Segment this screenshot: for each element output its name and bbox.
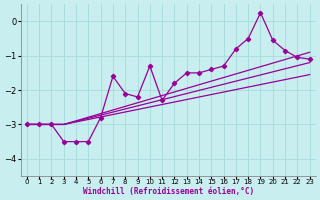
X-axis label: Windchill (Refroidissement éolien,°C): Windchill (Refroidissement éolien,°C) <box>83 187 254 196</box>
